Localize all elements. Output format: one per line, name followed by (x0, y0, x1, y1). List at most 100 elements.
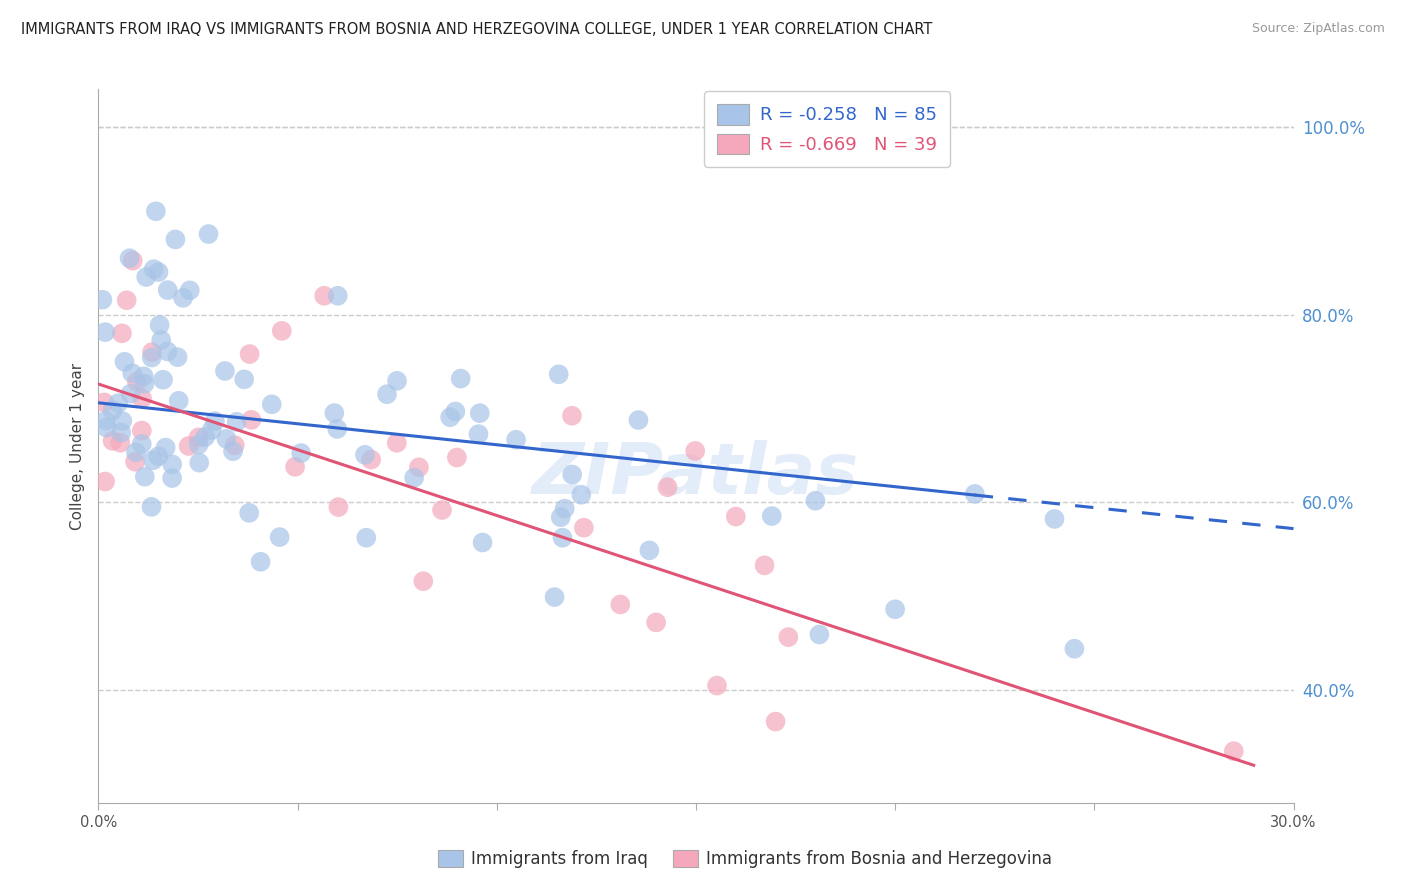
Point (141, 345, 163, 359)
Point (131, 392, 153, 406)
Point (93, 395, 115, 409)
Point (155, 441, 177, 455)
Point (569, 488, 592, 502)
Point (156, 344, 179, 359)
Point (125, 445, 148, 459)
Point (561, 467, 583, 482)
Point (385, 374, 408, 388)
Point (167, 393, 190, 408)
Point (165, 232, 187, 246)
Point (290, 446, 312, 460)
Point (326, 422, 349, 436)
Point (547, 368, 569, 382)
Point (385, 435, 408, 450)
Point (471, 535, 494, 549)
Point (101, 403, 124, 417)
Point (1043, 512, 1066, 526)
Point (638, 543, 661, 558)
Point (149, 318, 172, 332)
Point (439, 410, 461, 425)
Y-axis label: College, Under 1 year: College, Under 1 year (69, 362, 84, 530)
Point (505, 433, 527, 447)
Point (160, 471, 183, 485)
Point (214, 364, 236, 378)
Point (222, 444, 245, 458)
Point (121, 366, 143, 380)
Point (179, 284, 201, 298)
Point (270, 324, 292, 338)
Point (450, 371, 472, 385)
Point (326, 289, 349, 303)
Point (110, 435, 132, 450)
Point (145, 204, 167, 219)
Point (224, 438, 246, 452)
Point (645, 615, 668, 630)
Point (172, 291, 194, 305)
Point (468, 406, 491, 420)
Point (446, 450, 468, 465)
Point (412, 574, 434, 589)
Point (187, 430, 209, 444)
Point (215, 432, 238, 446)
Point (150, 333, 173, 347)
Point (107, 396, 129, 410)
Point (1223, 744, 1246, 758)
Point (194, 430, 217, 444)
Point (328, 500, 350, 514)
Point (240, 413, 263, 427)
Point (430, 503, 453, 517)
Point (118, 251, 141, 265)
Point (765, 714, 787, 729)
Point (124, 455, 146, 469)
Point (554, 501, 576, 516)
Point (551, 531, 574, 545)
Point (142, 262, 165, 277)
Point (187, 437, 209, 451)
Point (96, 420, 118, 434)
Point (160, 458, 183, 472)
Point (142, 453, 165, 467)
Point (444, 404, 467, 418)
Point (543, 590, 565, 604)
Point (375, 387, 398, 401)
Point (225, 415, 247, 429)
Text: ZIPatlas: ZIPatlas (533, 440, 859, 509)
Point (572, 521, 595, 535)
Point (550, 510, 572, 524)
Point (111, 414, 134, 428)
Point (188, 456, 211, 470)
Point (314, 289, 336, 303)
Point (404, 470, 426, 484)
Point (238, 506, 260, 520)
Point (249, 555, 271, 569)
Point (120, 386, 142, 401)
Point (808, 627, 831, 641)
Point (609, 598, 631, 612)
Point (115, 293, 138, 308)
Point (121, 253, 143, 268)
Point (131, 424, 153, 438)
Point (114, 355, 136, 369)
Point (177, 439, 200, 453)
Point (761, 509, 783, 524)
Point (561, 409, 583, 423)
Point (131, 437, 153, 451)
Point (778, 630, 800, 644)
Point (148, 450, 170, 464)
Point (134, 469, 156, 483)
Point (408, 460, 430, 475)
Point (141, 500, 163, 514)
Point (94, 475, 117, 489)
Point (360, 452, 382, 467)
Point (706, 679, 728, 693)
Point (627, 413, 650, 427)
Point (884, 602, 907, 616)
Point (233, 372, 256, 386)
Point (239, 347, 262, 361)
Legend: Immigrants from Iraq, Immigrants from Bosnia and Herzegovina: Immigrants from Iraq, Immigrants from Bo… (432, 843, 1059, 875)
Point (963, 487, 986, 501)
Point (204, 414, 226, 428)
Point (132, 369, 155, 384)
Point (269, 530, 291, 544)
Point (135, 270, 157, 285)
